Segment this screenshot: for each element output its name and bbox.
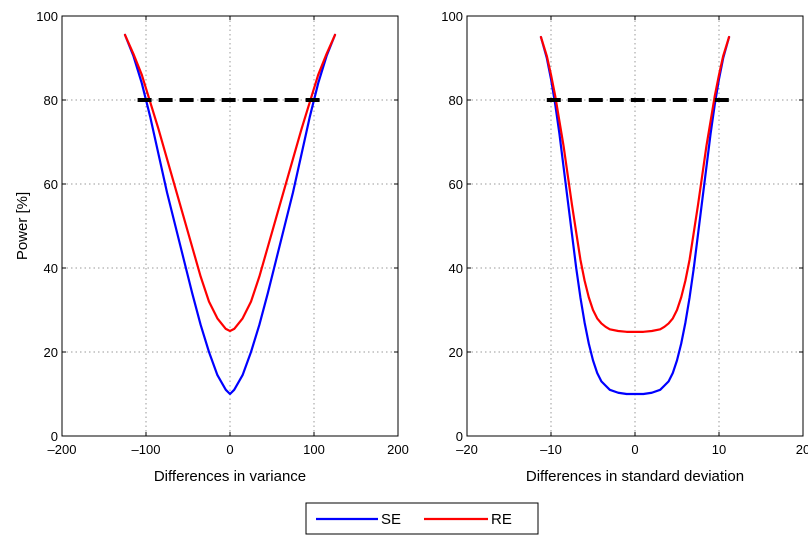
variance-y-tick-label: 40 — [44, 261, 58, 276]
legend: SE RE — [305, 502, 539, 535]
variance-series-se — [123, 33, 337, 396]
variance-x-tick-label: –200 — [48, 442, 77, 457]
variance-y-tick-label: 100 — [36, 9, 58, 24]
sd-x-tick-label: 20 — [796, 442, 808, 457]
sd-x-axis-label: Differences in standard deviation — [526, 468, 744, 485]
sd-y-tick-label: 0 — [456, 429, 463, 444]
sd-plot-area — [467, 16, 803, 436]
sd-x-tick-label: 0 — [631, 442, 638, 457]
sd-y-tick-label: 60 — [449, 177, 463, 192]
variance-x-tick-label: 0 — [226, 442, 233, 457]
variance-plot-area — [62, 16, 398, 436]
sd-y-tick-label: 100 — [441, 9, 463, 24]
sd-y-tick-label: 40 — [449, 261, 463, 276]
variance-y-tick-label: 20 — [44, 345, 58, 360]
legend-label-se: SE — [381, 511, 401, 528]
sd-series-re — [539, 35, 731, 333]
sd-y-tick-label: 80 — [449, 93, 463, 108]
variance-y-tick-label: 0 — [51, 429, 58, 444]
sd-x-tick-label: –10 — [540, 442, 562, 457]
variance-x-tick-label: 100 — [303, 442, 325, 457]
variance-y-axis-label: Power [%] — [14, 192, 31, 260]
sd-x-tick-label: –20 — [456, 442, 478, 457]
sd-x-tick-label: 10 — [712, 442, 726, 457]
variance-x-tick-label: 200 — [387, 442, 409, 457]
sd-series-se — [539, 35, 731, 396]
variance-x-axis-label: Differences in variance — [154, 468, 306, 485]
variance-series-re — [123, 33, 337, 333]
legend-label-re: RE — [491, 511, 512, 528]
variance-y-tick-label: 80 — [44, 93, 58, 108]
sd-y-tick-label: 20 — [449, 345, 463, 360]
variance-x-tick-label: –100 — [132, 442, 161, 457]
sd-panel: –20 –10 0 10 20 0 20 40 60 80 100 Differences in st… — [441, 9, 808, 485]
variance-panel: –200 –100 0 100 200 0 20 40 60 80 100 Differences i… — [14, 9, 409, 485]
variance-y-tick-label: 60 — [44, 177, 58, 192]
